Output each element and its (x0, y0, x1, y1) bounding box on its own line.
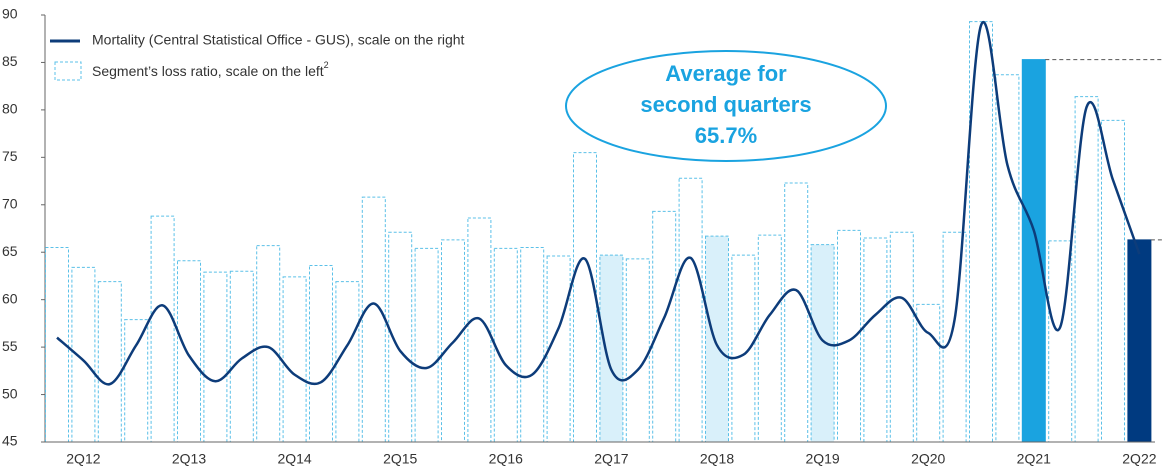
bar (467, 217, 492, 443)
bar (784, 182, 809, 443)
x-tick-label: 2Q21 (1017, 451, 1051, 467)
bar (678, 177, 703, 443)
bar (837, 229, 861, 443)
x-tick-label: 2Q16 (489, 451, 523, 467)
y-tick-label: 85 (2, 53, 18, 69)
bar (573, 152, 597, 443)
y-tick-label: 60 (2, 290, 18, 306)
bar (203, 271, 228, 443)
bar (625, 258, 650, 443)
legend-label-text: Segment’s loss ratio, scale on the left (92, 63, 324, 79)
x-tick-label: 2Q19 (805, 451, 839, 467)
bar (810, 244, 835, 443)
annotation-line: 65.7% (695, 123, 757, 148)
bar (335, 281, 360, 443)
y-tick-label: 45 (2, 433, 18, 449)
bar (388, 231, 413, 443)
legend-bar-swatch (54, 61, 82, 81)
y-tick-label: 55 (2, 338, 18, 354)
bar (863, 237, 888, 443)
x-tick-label: 2Q22 (1122, 451, 1156, 467)
bar (652, 210, 677, 443)
bar (757, 234, 782, 443)
annotation-bubble (565, 50, 887, 162)
bar (1127, 239, 1152, 443)
bar (256, 245, 281, 443)
legend-label: Segment’s loss ratio, scale on the left2 (92, 60, 329, 78)
bar (150, 215, 175, 443)
bar (546, 255, 571, 443)
bar (71, 266, 96, 443)
bar (414, 247, 439, 443)
bar (282, 276, 307, 443)
bar (124, 319, 149, 443)
bar (177, 260, 201, 443)
x-tick-label: 2Q20 (911, 451, 945, 467)
legend-label: Mortality (Central Statistical Office - … (92, 32, 465, 48)
x-tick-label: 2Q18 (700, 451, 734, 467)
bar (520, 246, 545, 443)
y-tick-label: 50 (2, 385, 18, 401)
x-tick-label: 2Q14 (277, 451, 311, 467)
bar (889, 231, 914, 443)
bar (229, 270, 254, 443)
y-tick-label: 65 (2, 243, 18, 259)
bar (493, 247, 518, 443)
x-tick-label: 2Q15 (383, 451, 417, 467)
bar (97, 281, 122, 443)
bar (45, 246, 69, 443)
bar (599, 254, 624, 443)
x-tick-label: 2Q13 (172, 451, 206, 467)
bar (942, 231, 967, 443)
plot: 45 50 55 60 65 70 75 80 85 90 2Q12 2Q13 2Q14 2Q15 2Q16… (2, 6, 1163, 467)
bar (1101, 119, 1125, 443)
bar (1074, 96, 1099, 443)
x-tick-label: 2Q12 (66, 451, 100, 467)
bar (1021, 59, 1046, 443)
bar (731, 254, 756, 443)
y-tick-label: 90 (2, 6, 18, 22)
bar (361, 196, 386, 443)
y-tick-label: 75 (2, 148, 18, 164)
annotation-line: second quarters (640, 92, 811, 117)
bar (995, 74, 1020, 443)
mortality-line (56, 20, 1141, 386)
bar (705, 235, 729, 443)
legend-note: 2 (324, 60, 329, 70)
x-tick-label: 2Q17 (594, 451, 628, 467)
annotation-line: Average for (665, 61, 787, 86)
bar (309, 265, 333, 443)
y-tick-label: 80 (2, 101, 18, 117)
y-tick-label: 70 (2, 195, 18, 211)
bar (969, 21, 993, 443)
